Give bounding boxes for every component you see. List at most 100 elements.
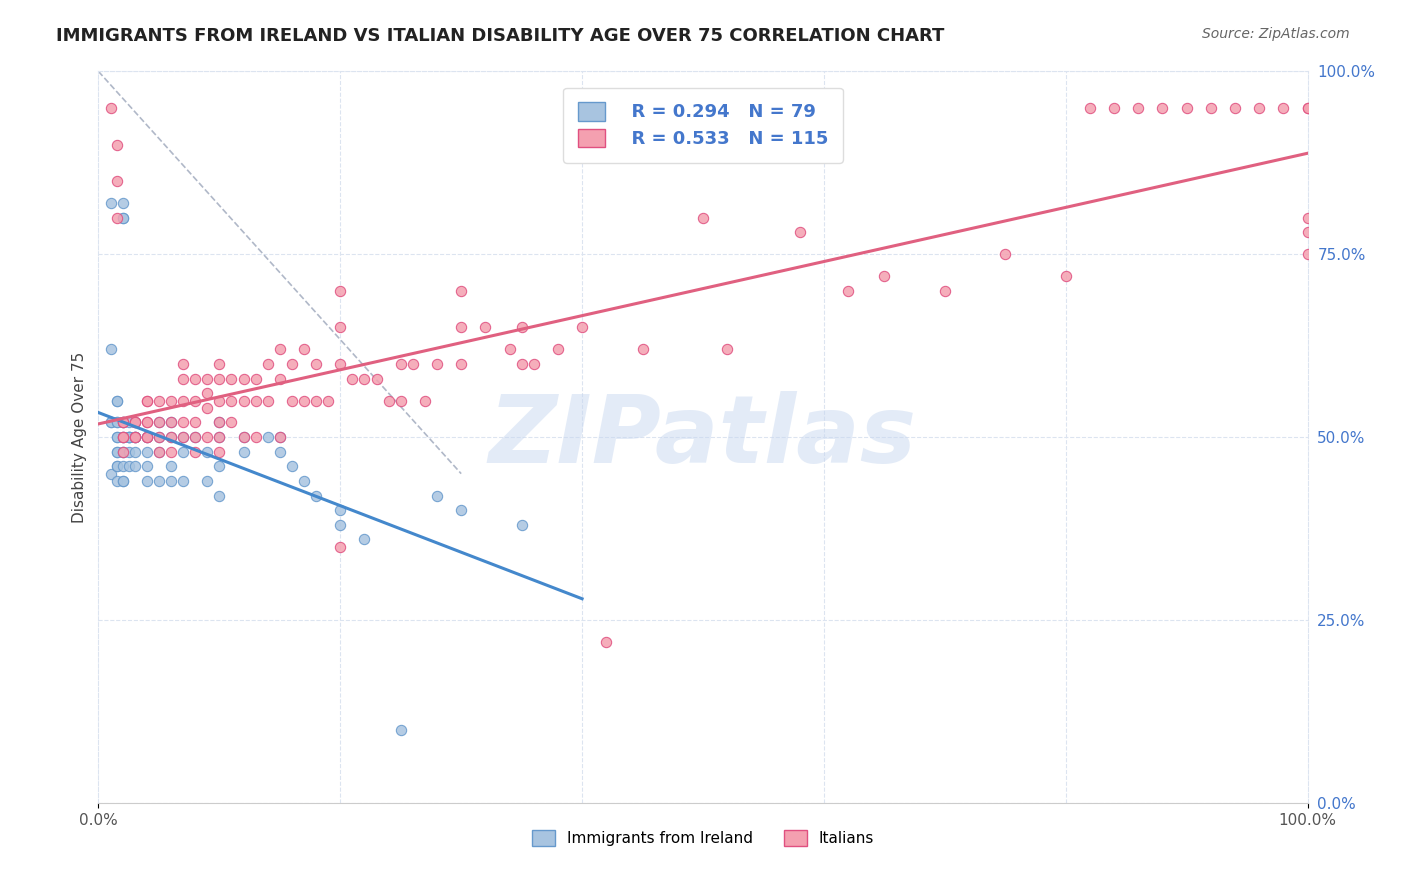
Point [195,474,218,488]
Point [135,459,157,474]
Point [789,225,811,239]
Legend: Immigrants from Ireland, Italians: Immigrants from Ireland, Italians [524,822,882,854]
Point [208,371,231,385]
Point [148,430,170,444]
Point [221,416,243,430]
Point [934,284,956,298]
Point [269,430,291,444]
Point [450,503,472,517]
Point [292,474,315,488]
Point [1223,101,1246,115]
Point [221,393,243,408]
Point [172,416,194,430]
Text: ZIPatlas: ZIPatlas [489,391,917,483]
Point [160,416,183,430]
Point [450,284,472,298]
Point [160,393,183,408]
Point [329,517,352,532]
Point [184,430,207,444]
Point [148,444,170,458]
Point [148,416,170,430]
Point [595,635,617,649]
Point [160,459,183,474]
Point [195,386,218,401]
Point [256,430,278,444]
Point [148,474,170,488]
Point [135,393,157,408]
Point [329,284,352,298]
Point [256,357,278,371]
Point [1078,101,1101,115]
Point [135,444,157,458]
Point [111,430,134,444]
Point [426,489,449,503]
Point [316,393,339,408]
Point [184,416,207,430]
Point [135,430,157,444]
Point [184,444,207,458]
Point [281,357,304,371]
Point [208,416,231,430]
Point [510,357,533,371]
Point [1175,101,1198,115]
Point [269,430,291,444]
Point [172,430,194,444]
Point [305,393,328,408]
Point [1296,101,1319,115]
Point [160,430,183,444]
Point [105,393,128,408]
Point [1296,211,1319,225]
Point [232,444,254,458]
Point [105,393,128,408]
Point [172,393,194,408]
Point [118,430,141,444]
Point [232,371,254,385]
Point [184,430,207,444]
Point [111,211,134,225]
Point [208,489,231,503]
Point [498,343,520,357]
Point [111,444,134,458]
Point [111,430,134,444]
Point [195,444,218,458]
Point [208,357,231,371]
Point [232,430,254,444]
Point [353,371,375,385]
Point [281,459,304,474]
Point [118,416,141,430]
Point [692,211,714,225]
Point [413,393,436,408]
Point [245,371,267,385]
Point [148,393,170,408]
Point [208,459,231,474]
Point [1199,101,1222,115]
Text: Source: ZipAtlas.com: Source: ZipAtlas.com [1202,27,1350,41]
Point [377,393,399,408]
Point [105,444,128,458]
Point [208,416,231,430]
Point [124,430,146,444]
Point [124,430,146,444]
Point [208,430,231,444]
Point [305,489,328,503]
Point [148,430,170,444]
Point [148,416,170,430]
Point [111,444,134,458]
Point [184,371,207,385]
Point [111,211,134,225]
Point [124,444,146,458]
Point [172,444,194,458]
Point [105,211,128,225]
Point [195,401,218,415]
Point [221,371,243,385]
Point [105,174,128,188]
Y-axis label: Disability Age Over 75: Disability Age Over 75 [72,351,87,523]
Point [1102,101,1125,115]
Point [389,723,412,737]
Point [510,320,533,334]
Point [353,533,375,547]
Point [269,343,291,357]
Point [105,430,128,444]
Point [305,357,328,371]
Point [118,430,141,444]
